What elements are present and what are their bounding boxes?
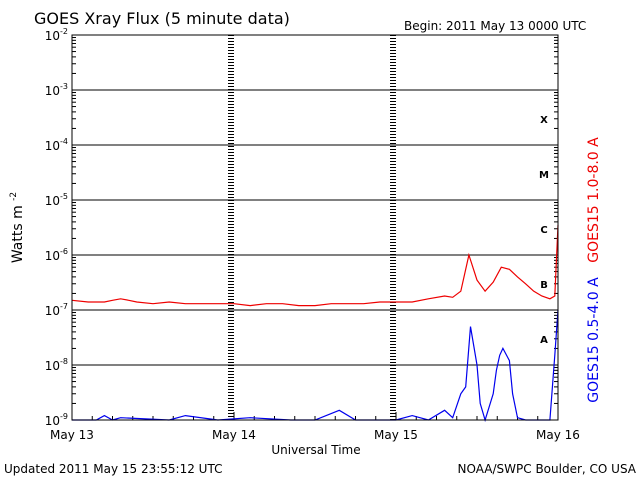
y-tick-label: 10-8 <box>45 357 68 373</box>
flare-class-label: A <box>540 335 548 346</box>
y-axis-label: Watts m -2 <box>9 192 26 263</box>
chart-title: GOES Xray Flux (5 minute data) <box>34 9 290 28</box>
credit-label: NOAA/SWPC Boulder, CO USA <box>458 462 637 476</box>
updated-timestamp: Updated 2011 May 15 23:55:12 UTC <box>4 462 222 476</box>
begin-label: Begin: 2011 May 13 0000 UTC <box>404 19 586 33</box>
flare-class-label: X <box>540 115 548 126</box>
plot-frame <box>71 34 559 421</box>
x-axis-label: Universal Time <box>271 443 360 457</box>
x-tick-label: May 16 <box>536 428 580 442</box>
series-line <box>72 309 559 423</box>
y-tick-label: 10-9 <box>45 412 68 428</box>
y-tick-label: 10-3 <box>45 82 68 98</box>
series-line <box>71 225 559 307</box>
y-tick-label: 10-7 <box>45 302 68 318</box>
y-tick-label: 10-2 <box>45 27 68 43</box>
y-tick-label: 10-6 <box>45 247 68 263</box>
series-legend-label: GOES15 1.0-8.0 A <box>586 137 602 263</box>
series-legend-label: GOES15 0.5-4.0 A <box>586 277 602 403</box>
y-tick-label: 10-4 <box>45 137 68 153</box>
flare-class-label: B <box>540 280 548 291</box>
x-tick-label: May 15 <box>374 428 418 442</box>
flare-class-label: C <box>540 225 547 236</box>
x-tick-label: May 13 <box>50 428 94 442</box>
x-tick-label: May 14 <box>212 428 256 442</box>
y-tick-label: 10-5 <box>45 192 68 208</box>
flare-class-label: M <box>539 170 549 181</box>
